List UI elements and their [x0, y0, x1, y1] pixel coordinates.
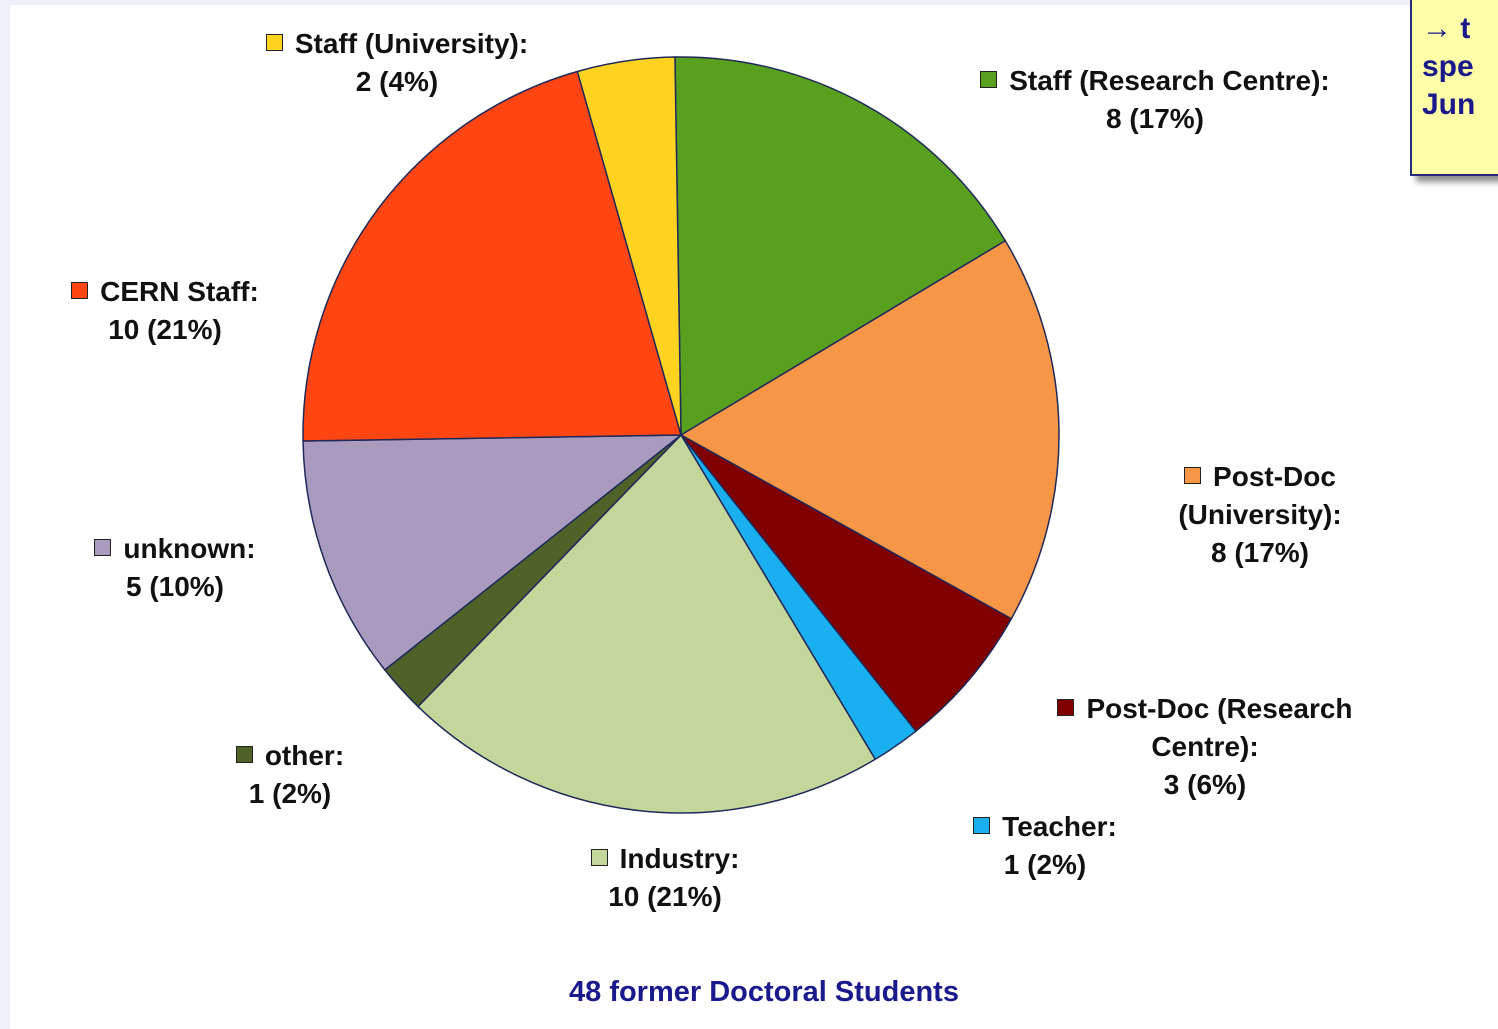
legend-swatch	[1184, 467, 1202, 484]
legend-swatch	[590, 849, 608, 866]
category-line: Post-Doc (Research Centre):	[1015, 690, 1395, 766]
pie-slice	[680, 434, 1013, 733]
category-line: unknown:	[65, 530, 285, 568]
note-line: spe	[1422, 50, 1474, 83]
slice-label: Industry: 10 (21%)	[555, 840, 775, 916]
legend-swatch	[71, 282, 89, 299]
category-label: Staff (Research Centre):	[1009, 65, 1330, 96]
category-line: Staff (University):	[232, 25, 562, 63]
pie-slice	[674, 56, 1007, 437]
value-label: 10 (21%)	[108, 314, 222, 345]
pie-slice	[302, 70, 682, 442]
category-label: Staff (University):	[294, 28, 529, 59]
value-label: 3 (6%)	[1163, 769, 1247, 800]
slice-label: Post-Doc (Research Centre): 3 (6%)	[1015, 690, 1395, 804]
value-label: 10 (21%)	[608, 881, 722, 912]
slice-label: Staff (Research Centre): 8 (17%)	[935, 62, 1375, 138]
legend-swatch	[235, 746, 253, 763]
category-label: CERN Staff:	[100, 276, 259, 307]
note-line: Jun	[1422, 88, 1476, 121]
slice-label: Post-Doc (University): 8 (17%)	[1115, 458, 1405, 572]
category-line: Post-Doc (University):	[1115, 458, 1405, 534]
chart-title: 48 former Doctoral Students	[569, 976, 959, 1008]
pie-slice	[302, 434, 684, 671]
category-label: unknown:	[123, 533, 256, 564]
note-line: → t	[1422, 12, 1471, 45]
legend-swatch	[973, 817, 991, 834]
value-label: 2 (4%)	[355, 66, 439, 97]
value-label: 8 (17%)	[1105, 103, 1205, 134]
category-line: Staff (Research Centre):	[935, 62, 1375, 100]
legend-swatch	[265, 34, 283, 51]
category-label: other:	[264, 740, 345, 771]
category-line: Teacher:	[935, 808, 1155, 846]
legend-swatch	[1057, 699, 1075, 716]
pie-slice	[576, 56, 682, 436]
value-label: 1 (2%)	[248, 778, 332, 809]
value-label: 1 (2%)	[1003, 849, 1087, 880]
category-label: Post-Doc (University):	[1178, 461, 1342, 530]
note-box: → t spe Jun	[1410, 0, 1498, 176]
slice-label: other: 1 (2%)	[205, 737, 375, 813]
category-label: Teacher:	[1002, 811, 1117, 842]
slice-label: unknown: 5 (10%)	[65, 530, 285, 606]
category-line: Industry:	[555, 840, 775, 878]
category-line: other:	[205, 737, 375, 775]
category-line: CERN Staff:	[45, 273, 285, 311]
slice-label: Staff (University): 2 (4%)	[232, 25, 562, 101]
category-label: Industry:	[619, 843, 740, 874]
legend-swatch	[980, 71, 998, 88]
pie-slice	[416, 433, 877, 814]
legend-swatch	[94, 539, 112, 556]
slice-label: Teacher: 1 (2%)	[935, 808, 1155, 884]
value-label: 5 (10%)	[125, 571, 225, 602]
category-label: Post-Doc (Research Centre):	[1086, 693, 1353, 762]
slice-label: CERN Staff: 10 (21%)	[45, 273, 285, 349]
value-label: 8 (17%)	[1210, 537, 1310, 568]
pie-slice	[679, 239, 1060, 620]
